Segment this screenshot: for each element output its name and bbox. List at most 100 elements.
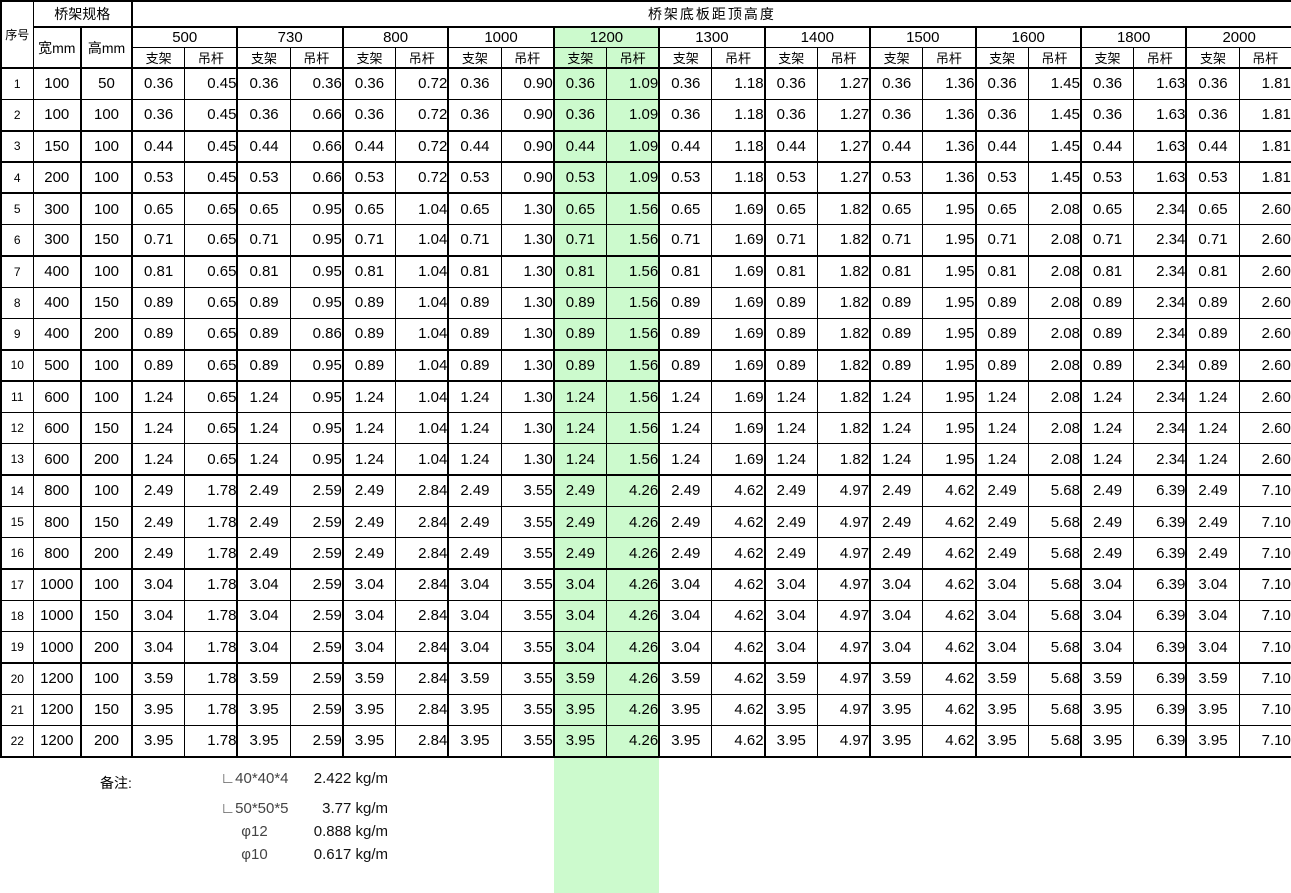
support-weight: 0.36 xyxy=(869,67,924,100)
table-row: 6 300 150 0.71 0.65 0.71 0.95 0.71 1.04 0.71 1.30 0… xyxy=(0,224,1291,257)
rod-weight: 4.26 xyxy=(605,693,660,727)
main-header: 桥架底板距顶高度 xyxy=(131,0,1291,28)
support-weight: 0.89 xyxy=(763,349,818,383)
table-row: 3 150 100 0.44 0.45 0.44 0.66 0.44 0.72 0.44 0.90 0… xyxy=(0,130,1291,163)
support-weight: 3.04 xyxy=(131,631,186,664)
row-number: 10 xyxy=(0,349,34,383)
support-weight: 1.24 xyxy=(1079,411,1135,445)
support-weight: 0.89 xyxy=(763,286,818,320)
rod-weight: 2.84 xyxy=(395,568,449,601)
support-weight: 0.36 xyxy=(974,67,1029,100)
rod-weight: 4.62 xyxy=(922,599,976,633)
tray-height: 200 xyxy=(80,537,133,571)
rod-weight: 2.59 xyxy=(289,725,344,758)
rod-weight: 1.69 xyxy=(711,380,766,413)
rod-weight: 3.55 xyxy=(500,599,555,633)
rod-weight: 1.45 xyxy=(1027,98,1082,132)
support-weight: 1.24 xyxy=(763,411,818,445)
rod-weight: 4.26 xyxy=(605,662,660,695)
support-weight: 2.49 xyxy=(974,474,1029,507)
rod-weight: 2.59 xyxy=(289,505,344,539)
support-weight: 3.95 xyxy=(869,725,924,758)
rod-weight: 1.63 xyxy=(1133,161,1187,195)
rod-subheader: 吊杆 xyxy=(816,46,871,69)
rod-weight: 1.81 xyxy=(1238,67,1291,100)
rod-subheader: 吊杆 xyxy=(605,46,660,69)
rod-weight: 6.39 xyxy=(1133,474,1187,507)
support-weight: 3.04 xyxy=(658,568,713,601)
rod-subheader: 吊杆 xyxy=(289,46,344,69)
support-weight: 3.95 xyxy=(447,693,502,727)
table-row: 4 200 100 0.53 0.45 0.53 0.66 0.53 0.72 0.53 0.90 0… xyxy=(0,161,1291,195)
support-weight: 3.04 xyxy=(1079,599,1135,633)
rod-weight: 0.65 xyxy=(184,380,238,413)
tray-height: 200 xyxy=(80,443,133,477)
support-weight: 0.53 xyxy=(658,161,713,195)
support-weight: 2.49 xyxy=(236,474,291,507)
support-subheader: 支架 xyxy=(974,46,1029,69)
rod-weight: 1.56 xyxy=(605,443,660,477)
support-weight: 0.65 xyxy=(1185,192,1240,226)
angle-steel-symbol: ∟50*50*5 xyxy=(220,800,289,817)
rod-weight: 2.60 xyxy=(1238,317,1291,351)
support-weight: 3.04 xyxy=(341,568,397,601)
rod-weight: 1.36 xyxy=(922,67,976,100)
support-weight: 3.95 xyxy=(552,693,607,727)
support-weight: 0.36 xyxy=(131,98,186,132)
highlight-column-extension xyxy=(553,757,660,893)
rod-weight: 2.60 xyxy=(1238,286,1291,320)
table-row: 11 600 100 1.24 0.65 1.24 0.95 1.24 1.04 1.24 1.30… xyxy=(0,380,1291,413)
rod-weight: 1.95 xyxy=(922,224,976,257)
support-weight: 0.36 xyxy=(447,98,502,132)
rod-weight: 2.08 xyxy=(1027,255,1082,288)
row-number: 16 xyxy=(0,537,34,571)
tray-width: 100 xyxy=(32,98,82,132)
support-weight: 0.53 xyxy=(552,161,607,195)
support-weight: 0.53 xyxy=(974,161,1029,195)
rod-weight: 1.09 xyxy=(605,130,660,163)
support-weight: 2.49 xyxy=(131,505,186,539)
support-weight: 0.89 xyxy=(447,349,502,383)
rod-weight: 0.95 xyxy=(289,443,344,477)
rod-weight: 4.62 xyxy=(711,474,766,507)
support-weight: 3.04 xyxy=(974,631,1029,664)
row-number: 15 xyxy=(0,505,34,539)
rod-weight: 4.62 xyxy=(711,599,766,633)
rod-weight: 4.62 xyxy=(711,662,766,695)
rod-weight: 4.26 xyxy=(605,505,660,539)
support-weight: 0.89 xyxy=(1185,286,1240,320)
rod-weight: 0.65 xyxy=(184,443,238,477)
rod-weight: 7.10 xyxy=(1238,505,1291,539)
support-weight: 3.04 xyxy=(658,599,713,633)
support-weight: 0.89 xyxy=(131,286,186,320)
rod-weight: 3.55 xyxy=(500,631,555,664)
rod-weight: 1.30 xyxy=(500,317,555,351)
rod-weight: 7.10 xyxy=(1238,474,1291,507)
rod-weight: 7.10 xyxy=(1238,693,1291,727)
support-weight: 3.04 xyxy=(447,631,502,664)
unit-weight: 0.888 kg/m xyxy=(313,823,388,840)
height-header-1200: 1200 xyxy=(552,26,660,48)
rod-weight: 3.55 xyxy=(500,568,555,601)
support-weight: 0.89 xyxy=(341,349,397,383)
support-weight: 0.65 xyxy=(974,192,1029,226)
rod-weight: 2.34 xyxy=(1133,224,1187,257)
rod-weight: 2.08 xyxy=(1027,349,1082,383)
support-weight: 2.49 xyxy=(341,537,397,571)
rod-weight: 4.97 xyxy=(816,662,871,695)
table-row: 5 300 100 0.65 0.65 0.65 0.95 0.65 1.04 0.65 1.30 0… xyxy=(0,192,1291,226)
rod-subheader: 吊杆 xyxy=(500,46,555,69)
support-weight: 3.59 xyxy=(131,662,186,695)
rod-weight: 1.18 xyxy=(711,98,766,132)
note-line: ∟50*50*5 3.77 kg/m xyxy=(100,800,430,820)
rod-weight: 1.95 xyxy=(922,443,976,477)
support-weight: 1.24 xyxy=(236,443,291,477)
tray-width: 800 xyxy=(32,537,82,571)
tray-height: 200 xyxy=(80,317,133,351)
support-weight: 3.95 xyxy=(763,725,818,758)
rod-weight: 2.59 xyxy=(289,474,344,507)
support-weight: 2.49 xyxy=(1185,474,1240,507)
rod-weight: 2.08 xyxy=(1027,443,1082,477)
rod-weight: 1.36 xyxy=(922,130,976,163)
spec-group-header: 桥架规格 xyxy=(32,0,133,28)
